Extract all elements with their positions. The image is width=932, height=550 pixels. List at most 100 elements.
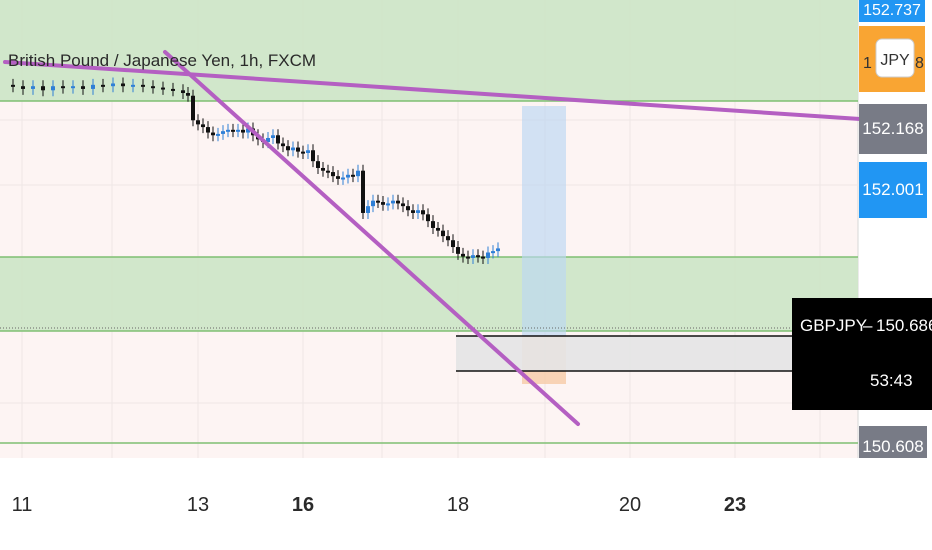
demand-zone-mid[interactable] [0,257,858,331]
time-label-23: 23 [724,494,746,516]
candle-body [346,174,350,178]
candle-body [151,86,155,89]
candle-body [196,120,200,125]
zone-layer [0,0,858,444]
candle-body [276,135,280,144]
candle-body [216,133,220,136]
candle-body [471,255,475,258]
current-price-label-bg[interactable] [792,298,932,410]
candle-body [431,221,435,228]
candle-body [466,256,470,259]
candle-body [396,200,400,204]
candle-body [21,86,25,89]
currency-badge[interactable] [875,38,915,78]
currency-badge-label[interactable]: JPY [880,52,910,69]
candle-body [161,87,165,90]
candle-body [226,129,230,132]
candle-body [31,86,35,89]
candle-body [131,84,135,87]
candle-body [446,236,450,241]
price-scale-labels: 152.737 1 8 JPY 152.168 152.001 GBPJPY –… [792,0,932,458]
candle-body [441,230,445,237]
candle-body [236,129,240,132]
candle-body [41,86,45,91]
candle-body [241,129,245,133]
price-series[interactable] [11,77,500,264]
candle-body [111,83,115,87]
candle-body [316,161,320,168]
candle-body [491,251,495,254]
candle-body [231,129,235,132]
candle-body [141,84,145,87]
price-label-152001: 152.001 [862,180,923,199]
candle-body [121,83,125,87]
candle-body [71,86,75,89]
candle-body [411,210,415,213]
time-axis-background[interactable] [0,458,932,550]
current-price-ticker: GBPJPY [800,316,867,335]
candle-body [371,200,375,207]
time-label-11: 11 [12,494,33,516]
candle-body [421,210,425,215]
position-profit-area [522,106,566,336]
long-trendline[interactable] [3,60,862,121]
candle-body [211,132,215,136]
candle-body [391,200,395,204]
candle-body [436,227,440,231]
candle-body [326,170,330,173]
time-axis-labels: 11 13 16 18 20 23 [12,494,747,516]
candle-body [171,88,175,91]
candle-body [406,206,410,211]
time-label-20: 20 [619,494,641,516]
candle-body [271,135,275,138]
candle-body [221,131,225,134]
steep-trendline[interactable] [163,50,580,426]
candle-body [416,210,420,213]
candle-body [206,127,210,133]
candle-body [281,143,285,147]
time-label-16: 16 [292,494,314,516]
candle-body [201,124,205,128]
candle-body [356,170,360,177]
candle-body [496,248,500,252]
candle-body [366,206,370,213]
price-label-partial-right: 8 [915,55,924,72]
candle-body [336,176,340,179]
price-label-partial: 1 [863,55,872,72]
candle-body [101,84,105,87]
candle-body [11,84,15,87]
candle-body [246,128,250,133]
candle-body [91,84,95,89]
price-label-152001-bg [859,162,927,218]
candle-body [486,252,490,258]
price-label-152168-bg [859,104,927,154]
candle-body [381,202,385,205]
countdown-timer: 53:43 [870,371,913,390]
candle-body [311,150,315,162]
candle-body [376,200,380,203]
candle-body [341,177,345,180]
candle-body [181,90,185,94]
candle-body [426,214,430,222]
price-label-bottom-bg [859,426,927,458]
candle-body [331,172,335,177]
candle-body [361,170,365,213]
current-price-dash: – [863,316,873,335]
candle-body [321,167,325,171]
candle-body [476,255,480,258]
price-label-top-bg [859,0,925,22]
candle-body [461,253,465,257]
symbol-title[interactable]: British Pound / Japanese Yen, 1h, FXCM [8,51,316,70]
horizontal-gridlines [0,119,858,404]
time-label-13: 13 [187,494,209,516]
candle-body [306,150,310,153]
candle-body [286,146,290,151]
candle-body [401,203,405,207]
candle-body [191,95,195,121]
candle-body [81,86,85,89]
candle-body [266,137,270,143]
candle-body [481,256,485,259]
candle-body [291,147,295,151]
candle-body [296,147,300,152]
